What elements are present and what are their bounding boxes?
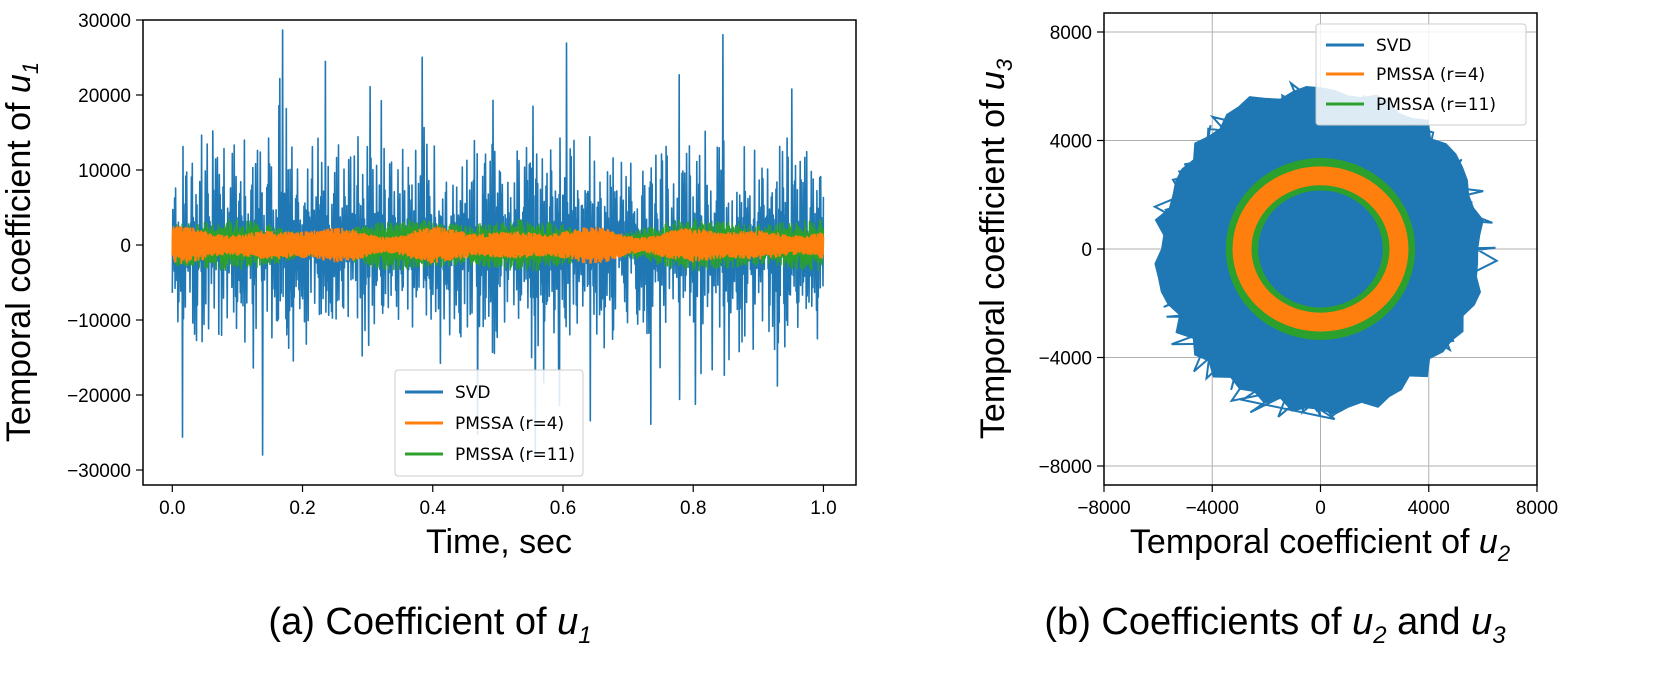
chart-a-x-axis-label: Time, sec	[426, 523, 572, 561]
chart-a-x-axis: 0.0 0.2 0.4 0.6 0.8 1.0	[159, 485, 837, 519]
chart-a-x-tick-label: 0.8	[680, 498, 706, 519]
chart-a-y-tick-label: 30000	[78, 11, 131, 32]
chart-b-x-tick-label: −4000	[1186, 498, 1239, 519]
chart-a-legend-label-pmssa-r4: PMSSA (r=4)	[455, 414, 564, 434]
chart-b-y-axis: −8000 −4000 0 4000 8000	[1039, 23, 1104, 478]
chart-b-y-axis-label: Temporal coefficient of u3	[974, 58, 1017, 439]
chart-b-plot-area	[1152, 80, 1499, 421]
chart-b-legend-label-svd: SVD	[1376, 36, 1412, 56]
chart-a-legend-label-pmssa-r11: PMSSA (r=11)	[455, 445, 575, 465]
chart-b-y-tick-label: −8000	[1039, 457, 1092, 478]
chart-a: 0.0 0.2 0.4 0.6 0.8 1.0 −30000 −20000 −10000 0 10…	[0, 11, 857, 649]
chart-a-y-axis: −30000 −20000 −10000 0 10000 20000 30000	[67, 11, 143, 482]
chart-b-series-pmssa-r4	[1232, 166, 1409, 332]
chart-b-x-tick-label: 8000	[1516, 498, 1558, 519]
chart-a-y-tick-label: 20000	[78, 86, 131, 107]
chart-b-x-axis-label: Temporal coefficient of u2	[1130, 523, 1510, 566]
chart-b-legend-box	[1315, 23, 1527, 126]
chart-b-legend: SVD PMSSA (r=4) PMSSA (r=11)	[1315, 23, 1527, 126]
chart-b-y-tick-label: 4000	[1050, 131, 1092, 152]
chart-b-y-tick-label: −4000	[1039, 349, 1092, 370]
chart-b-x-axis: −8000 −4000 0 4000 8000	[1077, 485, 1558, 519]
chart-a-legend: SVD PMSSA (r=4) PMSSA (r=11)	[394, 369, 584, 477]
chart-a-frame	[142, 19, 857, 486]
chart-b-y-tick-label: 0	[1081, 240, 1092, 261]
chart-b-x-tick-label: 0	[1315, 498, 1326, 519]
chart-a-x-tick-label: 0.4	[420, 498, 447, 519]
chart-a-x-tick-label: 1.0	[810, 498, 836, 519]
chart-a-caption: (a) Coefficient of u1	[268, 601, 591, 649]
chart-a-x-tick-label: 0.2	[289, 498, 315, 519]
chart-a-legend-box	[394, 369, 584, 477]
chart-b-caption: (b) Coefficients of u2 and u3	[1044, 601, 1506, 649]
chart-b-legend-label-pmssa-r11: PMSSA (r=11)	[1376, 95, 1496, 115]
chart-a-y-tick-label: −30000	[67, 461, 131, 482]
chart-a-y-axis-label: Temporal coefficient of u1	[0, 62, 43, 442]
chart-a-y-tick-label: −20000	[67, 386, 131, 407]
chart-a-y-tick-label: −10000	[67, 311, 131, 332]
chart-b-x-tick-label: 4000	[1408, 498, 1450, 519]
chart-a-series-pmssa-r4	[171, 225, 825, 264]
chart-b-y-tick-label: 8000	[1050, 23, 1092, 44]
chart-a-plot-area	[171, 29, 825, 457]
chart-a-x-tick-label: 0.0	[159, 498, 185, 519]
chart-b-legend-label-pmssa-r4: PMSSA (r=4)	[1376, 65, 1485, 85]
chart-a-y-tick-label: 0	[120, 236, 131, 257]
chart-b: −8000 −4000 0 4000 8000 −8000−4000040008000 …	[974, 12, 1558, 649]
chart-a-y-tick-label: 10000	[78, 161, 131, 182]
chart-b-x-tick-label: −8000	[1077, 498, 1130, 519]
chart-a-legend-label-svd: SVD	[455, 383, 491, 403]
chart-a-x-tick-label: 0.6	[550, 498, 576, 519]
